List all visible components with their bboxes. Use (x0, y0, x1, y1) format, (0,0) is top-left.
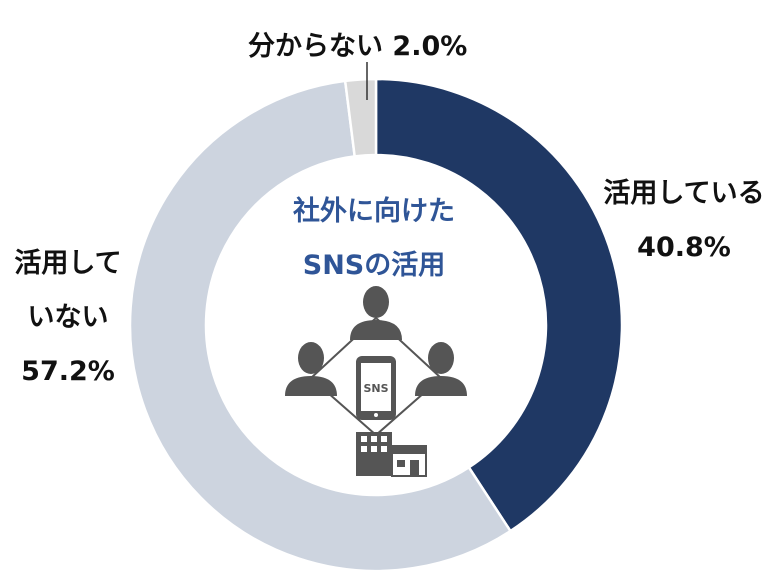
svg-text:SNS: SNS (363, 382, 388, 395)
value-using: 40.8% (637, 232, 731, 263)
label-not-using-2: いない (28, 302, 109, 333)
donut-slice-0 (374, 77, 624, 533)
value-not-using: 57.2% (21, 356, 115, 387)
donut-slice-2 (343, 77, 378, 158)
person-icon (350, 286, 402, 340)
label-using: 活用している (603, 178, 764, 209)
store-icon (391, 445, 427, 477)
donut-slice-1 (128, 79, 513, 571)
sns-network-icon: SNS (285, 286, 467, 477)
label-unknown: 分からない 2.0% (248, 31, 467, 62)
building-icon (356, 432, 392, 476)
label-not-using-1: 活用して (14, 248, 121, 279)
person-icon (415, 342, 467, 396)
person-icon (285, 342, 337, 396)
smartphone-icon: SNS (356, 356, 396, 420)
center-title-1: 社外に向けた (293, 195, 455, 227)
center-title-2: SNSの活用 (303, 250, 446, 281)
